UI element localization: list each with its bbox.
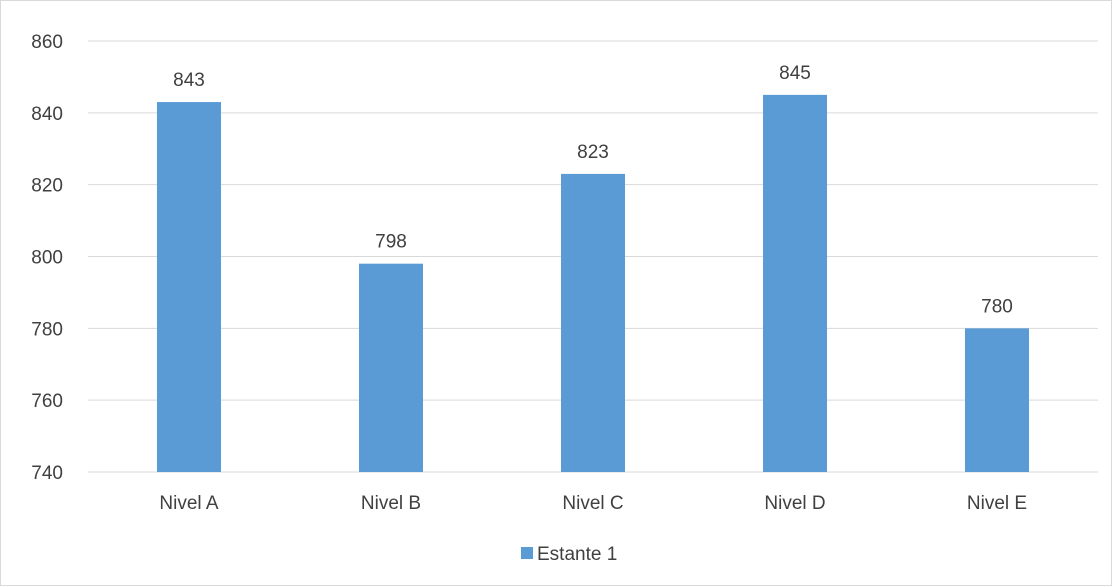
x-category-label: Nivel E [967,493,1027,514]
x-axis-categories: Nivel A Nivel B Nivel C Nivel D Nivel E [159,493,1027,514]
x-category-label: Nivel D [764,493,825,514]
x-category-label: Nivel C [562,493,623,514]
bar [157,102,221,472]
y-tick-label: 800 [31,248,63,269]
data-label: 845 [779,63,811,84]
legend-label: Estante 1 [537,544,617,565]
y-axis-ticks: 740 760 780 800 820 840 860 [31,32,63,484]
data-label: 823 [577,142,609,163]
bar [965,328,1029,472]
data-label: 843 [173,70,205,91]
x-category-label: Nivel A [159,493,218,514]
y-tick-label: 860 [31,32,63,53]
bar [763,94,827,472]
data-label: 780 [981,296,1013,317]
y-tick-label: 820 [31,176,63,197]
legend-swatch [521,547,533,559]
bar [561,173,625,472]
data-label: 798 [375,232,407,253]
y-tick-label: 760 [31,391,63,412]
y-tick-label: 840 [31,104,63,125]
legend: Estante 1 [521,544,617,565]
y-tick-label: 740 [31,463,63,484]
legend-item: Estante 1 [521,544,617,565]
x-category-label: Nivel B [361,493,421,514]
bars [157,94,1029,472]
data-labels: 843 798 823 845 780 [173,63,1013,317]
bar [359,263,423,472]
y-tick-label: 780 [31,319,63,340]
